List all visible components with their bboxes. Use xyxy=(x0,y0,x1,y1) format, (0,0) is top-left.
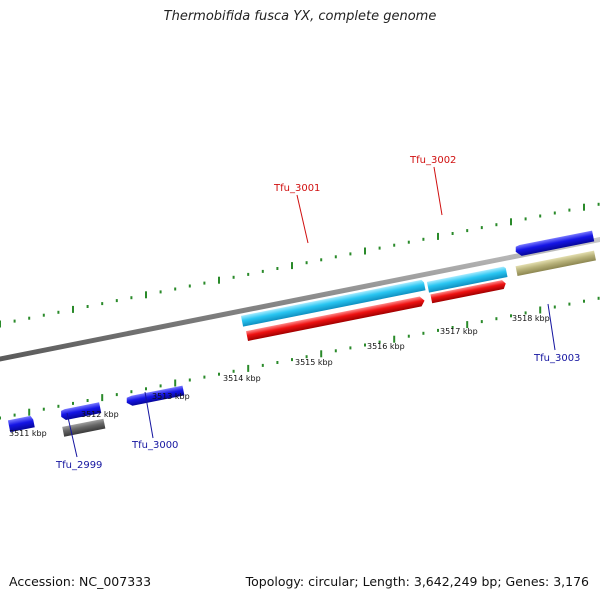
leader-line-tfu2999 xyxy=(66,412,78,458)
scale-label-3515: 3515 kbp xyxy=(295,358,333,367)
scale-label-3518: 3518 kbp xyxy=(512,314,550,323)
leader-line-tfu3000 xyxy=(144,391,154,439)
backbone-line xyxy=(0,236,600,362)
scale-label-3517: 3517 kbp xyxy=(440,327,478,336)
gene-feature-tfu3002-cds[interactable] xyxy=(426,266,508,293)
accession-text: Accession: NC_007333 xyxy=(9,574,152,589)
gene-feature-tfu3003[interactable] xyxy=(515,230,595,257)
genome-summary-text: Topology: circular; Length: 3,642,249 bp… xyxy=(245,574,589,589)
gene-feature-tfu3001-gene[interactable] xyxy=(246,296,425,341)
leader-line-tfu3003 xyxy=(547,303,556,351)
tick-row-lower xyxy=(0,296,600,420)
gene-feature-left-edge[interactable] xyxy=(7,415,35,433)
scale-label-3513: 3513 kbp xyxy=(152,392,190,401)
scale-label-3516: 3516 kbp xyxy=(367,342,405,351)
scale-label-3514: 3514 kbp xyxy=(223,374,261,383)
leader-line-tfu3002 xyxy=(433,166,443,216)
gene-label-tfu3001[interactable]: Tfu_3001 xyxy=(273,183,320,194)
gene-label-tfu3002[interactable]: Tfu_3002 xyxy=(409,155,456,166)
gene-label-tfu2999[interactable]: Tfu_2999 xyxy=(55,460,102,471)
map-title: Thermobifida fusca YX, complete genome xyxy=(163,9,437,24)
tick-row-upper xyxy=(0,202,600,328)
gene-feature-tfu3000[interactable] xyxy=(126,385,185,407)
scale-label-3511: 3511 kbp xyxy=(9,429,47,438)
scale-label-3512: 3512 kbp xyxy=(81,410,119,419)
gene-feature-tfu3002-gene[interactable] xyxy=(430,280,506,304)
gene-feature-pseudo-gray[interactable] xyxy=(62,418,106,437)
gene-feature-tfu2999[interactable] xyxy=(60,402,102,421)
leader-line-tfu3001 xyxy=(296,194,309,244)
gene-feature-tfu3003-rna[interactable] xyxy=(515,250,596,277)
gene-feature-tfu3001-cds[interactable] xyxy=(240,279,426,327)
gene-label-tfu3000[interactable]: Tfu_3000 xyxy=(131,440,178,451)
gene-label-tfu3003[interactable]: Tfu_3003 xyxy=(533,353,580,364)
